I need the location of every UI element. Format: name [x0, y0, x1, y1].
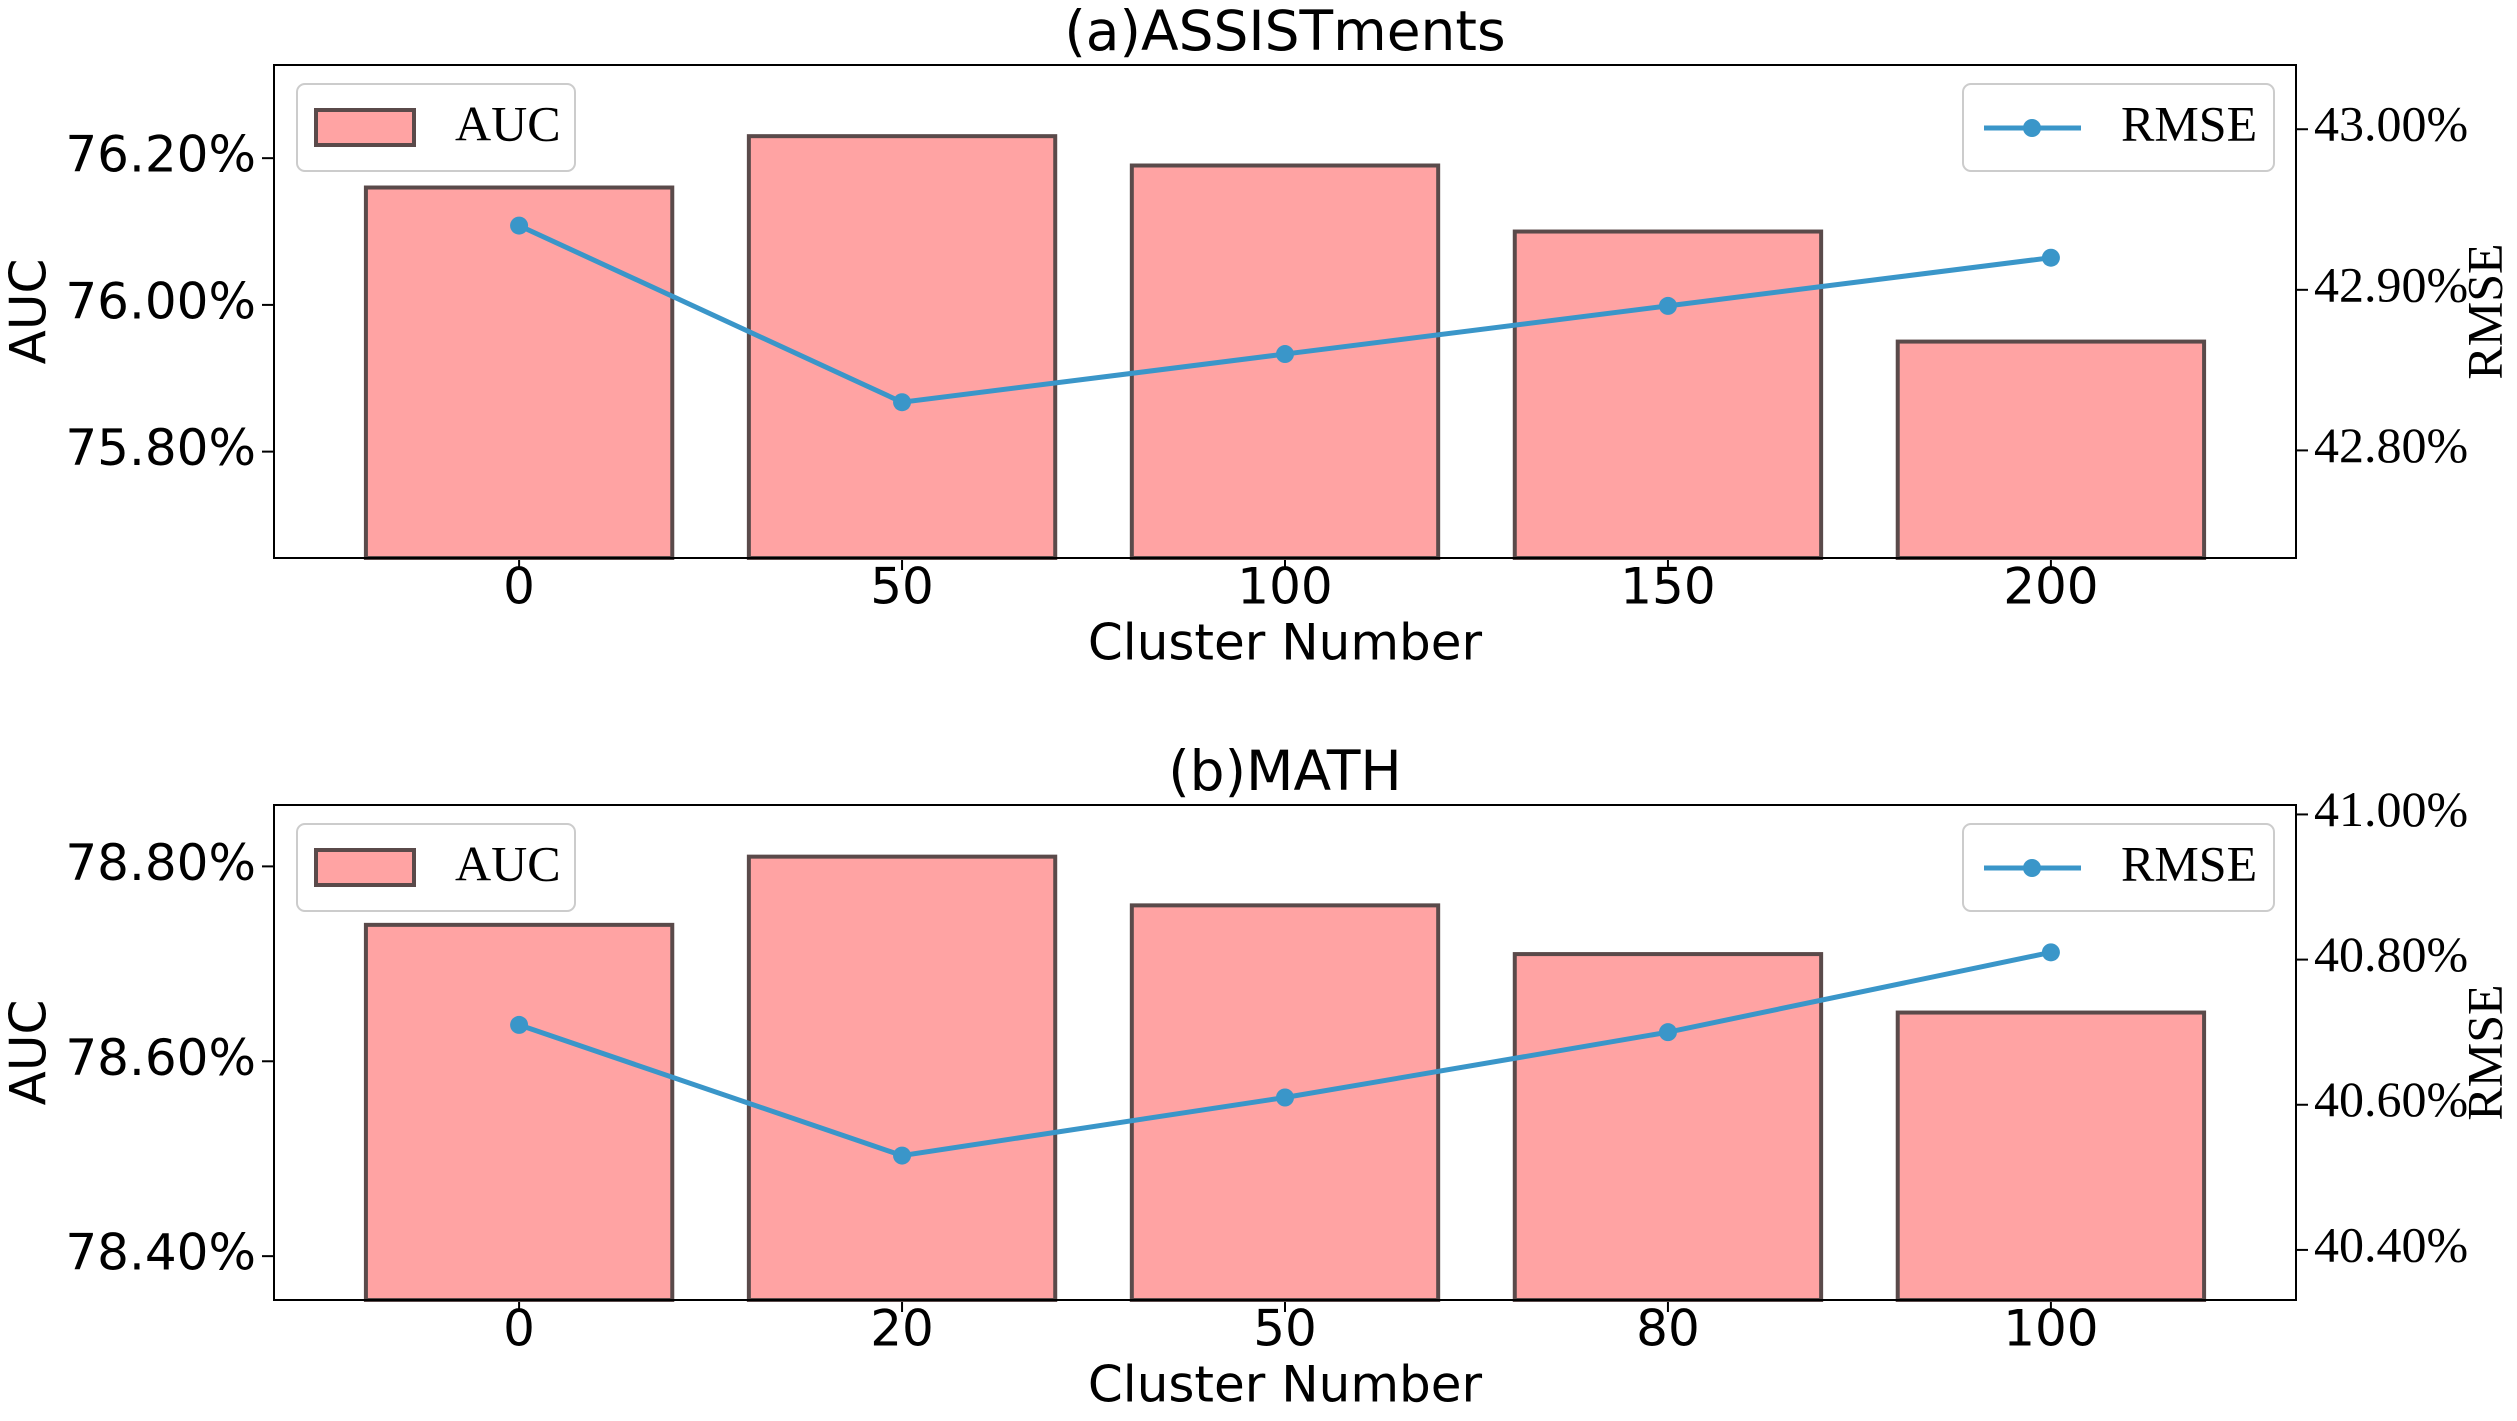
x-tick-label: 0: [503, 1300, 535, 1358]
y2-tick-label: 40.40%: [2314, 1216, 2468, 1272]
bar: [746, 134, 1058, 560]
legend-box: [1962, 823, 2275, 912]
x-tick-label: 50: [870, 558, 934, 616]
y2-tick-label: 41.00%: [2314, 781, 2468, 837]
legend-swatch: [314, 848, 416, 887]
point: [893, 1146, 912, 1165]
bar: [1512, 229, 1824, 560]
y2-tick-label: 42.80%: [2314, 417, 2468, 473]
bar: [363, 185, 675, 561]
plot-frame: [273, 804, 2297, 1301]
x-tick-label: 100: [2003, 1300, 2098, 1358]
y-tick-label: 75.80%: [65, 419, 256, 477]
legend-label: AUC: [455, 835, 561, 891]
bar: [746, 854, 1058, 1302]
bar: [1895, 339, 2207, 560]
x-axis-label: Cluster Number: [1088, 1356, 1483, 1414]
x-tick-label: 0: [503, 558, 535, 616]
legend-label: RMSE: [2121, 95, 2257, 151]
legend-marker: [2023, 119, 2041, 137]
legend-box: [296, 83, 576, 172]
point: [1658, 1023, 1677, 1042]
x-tick-label: 50: [1253, 1300, 1317, 1358]
point: [1658, 296, 1677, 315]
x-tick-label: 80: [1636, 1300, 1700, 1358]
y2-axis-label: RMSE: [2456, 984, 2512, 1120]
y-tick-label: 78.80%: [65, 834, 256, 892]
y2-axis-label: RMSE: [2456, 243, 2512, 379]
y-tick-label: 76.00%: [65, 272, 256, 330]
y2-tick-label: 43.00%: [2314, 96, 2468, 152]
point: [510, 216, 529, 235]
plot-frame: [273, 64, 2297, 559]
legend-marker: [2023, 859, 2041, 877]
point: [2041, 248, 2060, 267]
chart-title: (b)MATH: [1168, 739, 1402, 803]
legend-box: [296, 823, 576, 912]
legend-swatch: [314, 108, 416, 147]
point: [2041, 943, 2060, 962]
point: [893, 393, 912, 412]
y2-tick-label: 40.60%: [2314, 1071, 2468, 1127]
point: [510, 1015, 529, 1034]
legend-label: AUC: [455, 95, 561, 151]
y-tick-label: 78.40%: [65, 1224, 256, 1282]
point: [1276, 345, 1294, 364]
chart-title: (a)ASSISTments: [1064, 0, 1505, 63]
y2-tick-label: 42.90%: [2314, 256, 2468, 312]
x-tick-label: 20: [870, 1300, 934, 1358]
point: [1276, 1088, 1294, 1107]
legend-box: [1962, 83, 2275, 172]
bar: [1512, 952, 1824, 1302]
legend-label: RMSE: [2121, 835, 2257, 891]
bar: [363, 922, 675, 1302]
y-axis-label: AUC: [0, 259, 58, 365]
x-axis-label: Cluster Number: [1088, 614, 1483, 672]
x-tick-label: 150: [1620, 558, 1715, 616]
x-tick-label: 100: [1237, 558, 1332, 616]
y-tick-label: 78.60%: [65, 1029, 256, 1087]
y-axis-label: AUC: [0, 1000, 58, 1106]
y2-tick-label: 40.80%: [2314, 926, 2468, 982]
bar: [1895, 1010, 2207, 1302]
y-tick-label: 76.20%: [65, 126, 256, 184]
x-tick-label: 200: [2003, 558, 2098, 616]
